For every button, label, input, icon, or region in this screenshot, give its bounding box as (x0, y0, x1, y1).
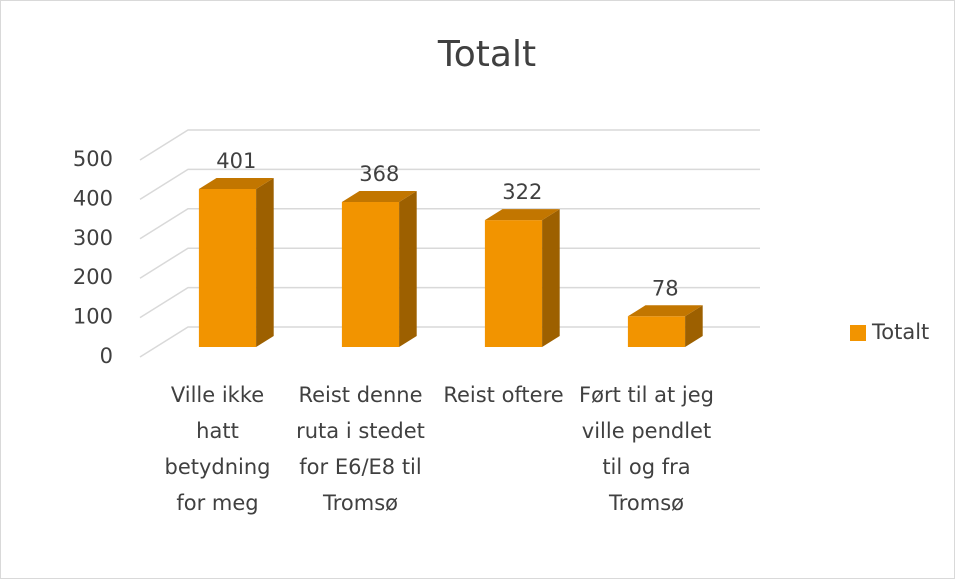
legend-label: Totalt (871, 320, 929, 344)
y-tick-label: 200 (73, 265, 113, 289)
bar (627, 316, 686, 347)
bar (484, 220, 543, 347)
grid-line (139, 326, 760, 358)
bar-top (627, 305, 703, 317)
x-tick-label: Reist oftere (443, 383, 564, 407)
grid-line (139, 129, 760, 161)
chart-title: Totalt (437, 34, 536, 75)
grid-line (139, 208, 760, 240)
data-label: 322 (502, 180, 542, 204)
y-tick-label: 100 (73, 305, 113, 329)
y-tick-label: 400 (73, 186, 113, 210)
x-tick-label: Reist denne ruta i stedet for E6/E8 til … (296, 383, 425, 515)
x-tick-label: Ført til at jeg ville pendlet til og fra… (579, 383, 714, 515)
bar-side (256, 178, 274, 347)
grid-line (139, 286, 760, 319)
y-tick-label: 300 (73, 226, 113, 250)
data-label: 78 (652, 276, 679, 300)
bar-top (341, 191, 417, 203)
bar-side (399, 191, 417, 347)
y-tick-label: 500 (73, 147, 113, 171)
bar-top (484, 209, 560, 221)
bar-top (198, 178, 274, 190)
bar (341, 202, 400, 347)
bar-side (685, 305, 703, 347)
bar (198, 189, 257, 347)
legend-swatch (850, 325, 866, 341)
data-label: 368 (359, 162, 399, 186)
grid-line (139, 168, 760, 201)
bar-side (542, 209, 560, 347)
data-label: 401 (216, 149, 256, 173)
y-tick-label: 0 (100, 344, 113, 368)
x-tick-label: Ville ikke hatt betydning for meg (164, 383, 271, 515)
grid-line (139, 247, 760, 279)
